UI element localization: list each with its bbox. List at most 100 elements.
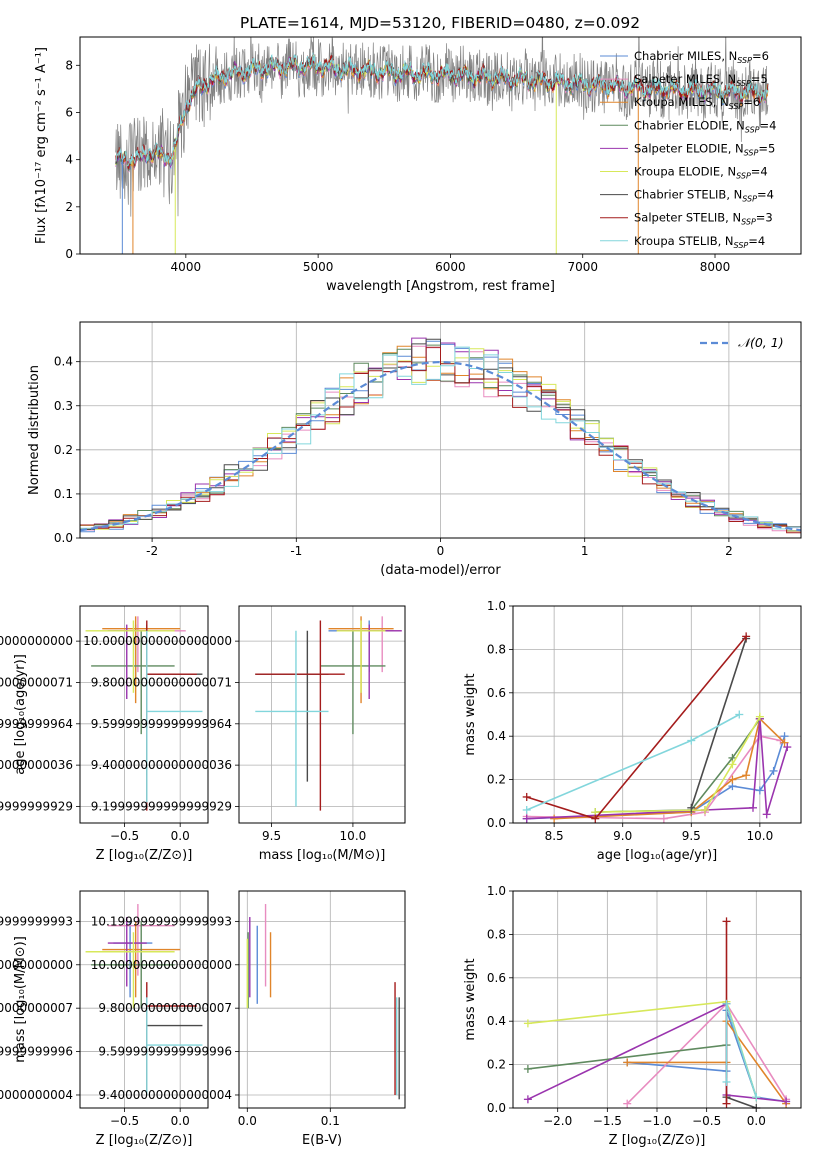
y-tick-label: 6	[65, 105, 73, 119]
y-tick-label: 10.1999999999999993	[91, 914, 232, 928]
x-tick-label: −0.5	[692, 1114, 721, 1128]
legend-subscript: SSP	[734, 241, 749, 250]
series-line-krou_stelib	[526, 713, 740, 811]
y-tick-label: 0.2	[487, 1058, 506, 1072]
series-line-krou_elodie	[595, 716, 761, 813]
x-tick-label: 1	[581, 544, 589, 558]
series-line-salp_elodie	[526, 718, 789, 820]
legend-entry-normal: 𝒩(0, 1)	[738, 335, 784, 350]
legend-count: =4	[751, 165, 768, 179]
x-tick-label: −0.5	[110, 829, 139, 843]
plot-frame	[79, 321, 802, 539]
x-tick-label: 0.0	[747, 1114, 766, 1128]
y-tick-label: 0	[65, 247, 73, 261]
x-tick-label: −0.5	[110, 1114, 139, 1128]
y-tick-label: 0.0	[487, 816, 506, 830]
y-tick-label: 9.8000000000000007	[98, 1001, 232, 1015]
y-tick-label: 0.0	[487, 1101, 506, 1115]
x-tick-label: 10.0	[340, 829, 367, 843]
mass-weight-vs-age-panel: 8.5 9.0 9.5 10.0 0.0 0.2 0.4 0.6 0.8 1.0 age [log₁…	[463, 599, 802, 863]
legend-entry-chab_stelib: Chabrier STELIB, NSSP=4	[634, 188, 774, 204]
legend-count: =3	[756, 211, 773, 225]
legend-subscript: SSP	[744, 148, 759, 157]
x-axis-label: (data-model)/error	[380, 563, 501, 578]
y-tick-label: 4	[65, 153, 73, 167]
x-tick-label: −2.0	[543, 1114, 572, 1128]
y-tick-label: 9.59999999999999964	[0, 717, 73, 731]
legend-subscript: SSP	[737, 56, 752, 65]
y-tick-label: 0.2	[487, 773, 506, 787]
legend-entry-salp_miles: Salpeter MILES, NSSP=5	[634, 72, 768, 88]
residuals-panel: -2 -1 0 1 2 0.0 0.1 0.2 0.3 0.4 (data-model)/error…	[27, 321, 802, 578]
series-line-krou_miles	[554, 717, 786, 820]
spectrum-model-krou_stelib	[115, 52, 769, 167]
x-axis-label: E(B-V)	[302, 1133, 342, 1148]
histogram-salp_stelib	[80, 346, 801, 534]
y-tick-label: 1.0	[487, 599, 506, 613]
y-tick-label: 9.80000000000000071	[91, 675, 232, 689]
x-axis-label: Z [log₁₀(Z/Z⊙)]	[96, 848, 193, 863]
plot-frame	[512, 605, 802, 824]
spectrum-panel: 4000 5000 6000 7000 8000 0 2 4 6 8 wavelength [Ang…	[34, 36, 802, 294]
x-tick-label: −1.0	[642, 1114, 671, 1128]
x-tick-label: 0.0	[238, 1114, 257, 1128]
mass-vs-Z-panel: −0.5 0.0 9.4000000000000004 9.5999999999999…	[0, 890, 209, 1148]
y-tick-label: 9.40000000000000036	[91, 758, 232, 772]
y-axis-label: mass weight	[463, 958, 478, 1040]
legend-entry-krou_stelib: Kroupa STELIB, NSSP=4	[634, 234, 765, 250]
mass-vs-ebv-panel: 0.0 0.1 9.4000000000000004 9.59999999999999…	[91, 890, 406, 1148]
mass-weight-vs-Z-panel: −2.0 −1.5 −1.0 −0.5 0.0 0.0 0.2 0.4 0.6 0.8 1.0 Z […	[463, 884, 802, 1148]
legend-count: =5	[758, 141, 775, 155]
age-vs-mass-panel: 9.5 10.0 9.19999999999999929 9.400000000000…	[83, 605, 406, 863]
histogram-krou_stelib	[80, 346, 801, 530]
y-tick-label: 0.4	[487, 1014, 506, 1028]
x-tick-label: 0	[437, 544, 445, 558]
series-line-chab_elodie	[595, 718, 761, 813]
x-tick-label: 0.0	[171, 1114, 190, 1128]
plot-frame	[79, 605, 209, 824]
y-tick-label: 0.8	[487, 642, 506, 656]
y-tick-label: 10.0000000000000000	[0, 958, 73, 972]
y-tick-label: 0.3	[54, 399, 73, 413]
legend-count: =6	[743, 95, 760, 109]
y-tick-label: 9.19999999999999929	[0, 799, 73, 813]
spectrum-legend: Chabrier MILES, NSSP=6 Salpeter MILES, NS…	[600, 49, 776, 250]
y-tick-label: 0.1	[54, 487, 73, 501]
x-tick-label: 5000	[303, 260, 334, 274]
x-tick-label: 9.0	[613, 829, 632, 843]
x-tick-label: 10.0	[746, 829, 773, 843]
x-axis-label: mass [log₁₀(M/M⊙)]	[259, 848, 386, 863]
legend-subscript: SSP	[736, 79, 751, 88]
x-tick-label: 8.5	[545, 829, 564, 843]
x-tick-label: 7000	[567, 260, 598, 274]
legend-entry-chab_elodie: Chabrier ELODIE, NSSP=4	[634, 118, 776, 134]
legend-entry-chab_miles: Chabrier MILES, NSSP=6	[634, 49, 769, 65]
y-tick-label: 0.8	[487, 927, 506, 941]
legend-subscript: SSP	[729, 102, 744, 111]
spectrum-data-line	[115, 37, 769, 217]
x-tick-label: 2	[725, 544, 733, 558]
series-line-salp_stelib	[526, 635, 747, 820]
y-axis-label: age [log₁₀(age/yr)]	[13, 654, 28, 775]
x-tick-label: −1.5	[593, 1114, 622, 1128]
x-tick-label: 9.5	[262, 829, 281, 843]
series-line-krou_stelib	[725, 1003, 758, 1098]
y-tick-label: 9.19999999999999929	[91, 799, 232, 813]
legend-count: =4	[757, 188, 774, 202]
age-vs-Z-panel: −0.5 0.0 9.19999999999999929 9.400000000000…	[0, 605, 209, 863]
x-axis-label: Z [log₁₀(Z/Z⊙)]	[609, 1133, 706, 1148]
legend-subscript: SSP	[736, 172, 751, 181]
x-tick-label: -2	[146, 544, 158, 558]
y-tick-label: 0.4	[54, 355, 73, 369]
x-tick-label: 9.5	[682, 829, 701, 843]
y-tick-label: 1.0	[487, 884, 506, 898]
normal-curve	[80, 360, 801, 532]
y-tick-label: 10.1999999999999993	[0, 914, 73, 928]
legend-count: =4	[748, 234, 765, 248]
y-tick-label: 9.4000000000000004	[0, 1088, 73, 1102]
y-tick-label: 0.6	[487, 686, 506, 700]
y-tick-label: 9.59999999999999964	[91, 717, 232, 731]
plot-frame	[79, 36, 802, 255]
y-tick-label: 10.0000000000000000	[91, 958, 232, 972]
